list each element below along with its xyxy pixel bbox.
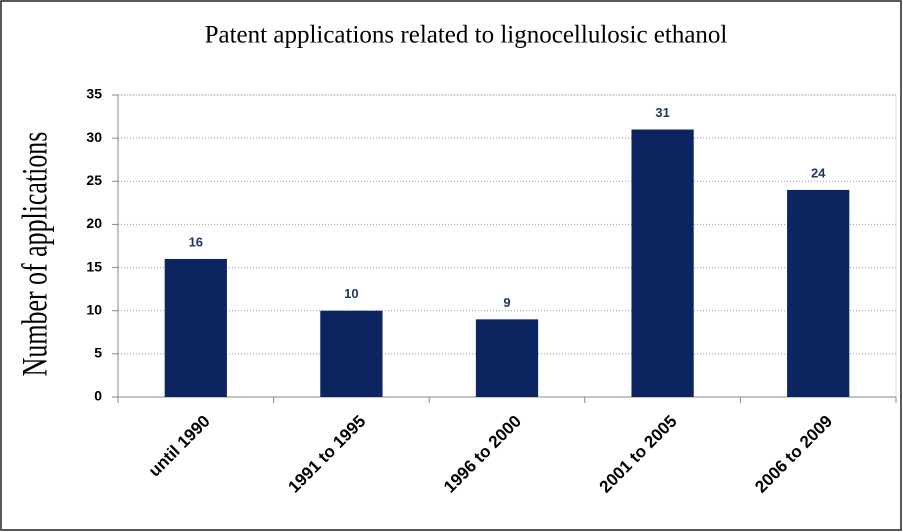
bar (320, 310, 383, 397)
data-label: 10 (344, 286, 358, 301)
y-tick-label: 5 (94, 345, 102, 361)
y-axis-label: Number of applications (14, 132, 54, 377)
y-tick-label: 25 (86, 172, 102, 188)
data-label: 24 (811, 165, 826, 180)
y-tick-label: 10 (86, 301, 102, 317)
y-tick-label: 15 (86, 258, 102, 274)
y-tick-label: 35 (86, 86, 102, 102)
data-label: 9 (503, 295, 510, 310)
data-label: 31 (655, 105, 669, 120)
y-tick-label: 30 (86, 129, 102, 145)
bar (787, 189, 850, 397)
bar (631, 129, 694, 397)
bar (475, 319, 539, 397)
data-label: 16 (189, 234, 203, 249)
bar (164, 258, 227, 397)
y-tick-label: 20 (86, 215, 102, 231)
y-tick-label: 0 (94, 388, 102, 404)
chart-title: Patent applications related to lignocell… (205, 22, 728, 49)
